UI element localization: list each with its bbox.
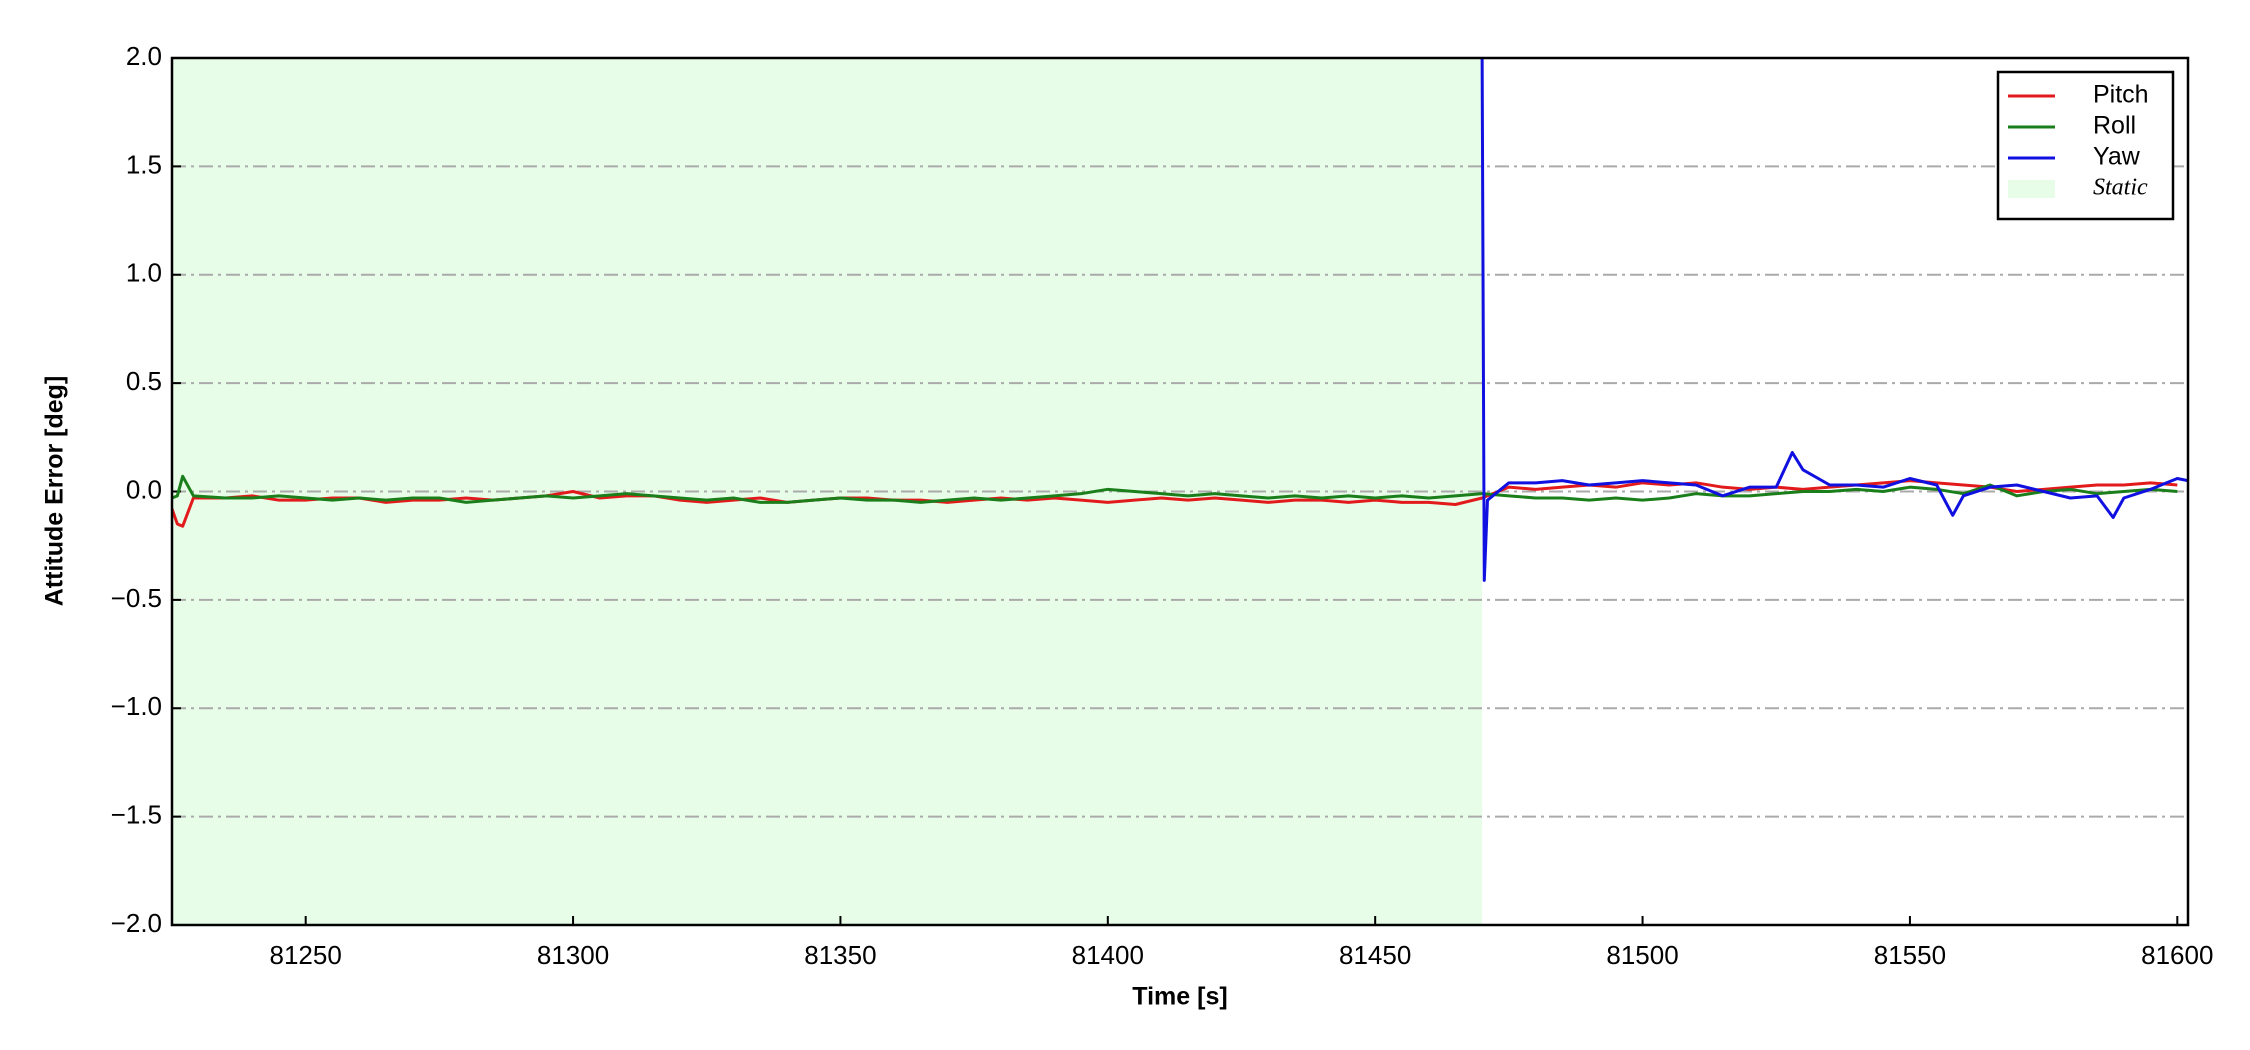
plot-lines [172,58,2188,582]
series-line [172,479,2178,528]
legend-label: Roll [2093,112,2136,140]
y-tick-label: −2.0 [111,908,162,938]
y-tick-label: 0.0 [126,474,162,504]
series-line [1480,58,2188,582]
plot-frame [170,56,2190,927]
x-axis-label: Time [s] [1132,983,1227,1011]
y-tick-label: 1.0 [126,258,162,288]
x-tick-label: 81500 [1606,940,1678,970]
legend-swatch [2008,180,2055,198]
legend-label: Pitch [2093,81,2149,109]
x-tick-label: 81450 [1339,940,1411,970]
y-tick-label: 1.5 [126,149,162,179]
y-tick-label: −1.0 [111,691,162,721]
x-tick-label: 81250 [270,940,342,970]
x-tick-label: 81300 [537,940,609,970]
y-axis-label: Attitude Error [deg] [41,376,69,607]
x-tick-label: 81350 [804,940,876,970]
legend-label: Static [2093,175,2148,201]
y-tick-label: 0.5 [126,366,162,396]
series-line [172,474,2178,504]
x-tick-label: 81550 [1874,940,1946,970]
y-tick-label: −0.5 [111,583,162,613]
x-tick-label: 81600 [2141,940,2213,970]
legend-label: Yaw [2093,143,2141,171]
x-tick-label: 81400 [1072,940,1144,970]
y-tick-label: −1.5 [111,800,162,830]
y-tick-label: 2.0 [126,41,162,71]
